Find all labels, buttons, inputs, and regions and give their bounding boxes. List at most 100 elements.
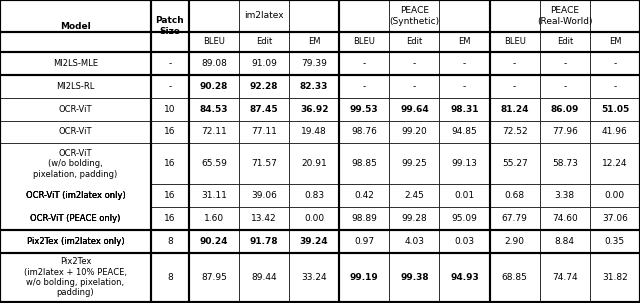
Bar bbox=[440, 230, 490, 253]
Bar bbox=[590, 52, 640, 75]
Text: 20.91: 20.91 bbox=[301, 159, 327, 168]
Bar bbox=[289, 75, 339, 98]
Text: -: - bbox=[363, 82, 366, 91]
Bar bbox=[289, 230, 339, 253]
Bar bbox=[189, 185, 239, 207]
Bar bbox=[289, 52, 339, 75]
Text: 77.96: 77.96 bbox=[552, 128, 578, 136]
Text: 98.85: 98.85 bbox=[351, 159, 377, 168]
Text: Patch
Size: Patch Size bbox=[156, 16, 184, 36]
Bar bbox=[339, 185, 389, 207]
Bar bbox=[239, 32, 289, 52]
Text: 94.93: 94.93 bbox=[450, 273, 479, 282]
Bar bbox=[389, 230, 440, 253]
Bar bbox=[440, 75, 490, 98]
Text: OCR-ViT (PEΑCE only): OCR-ViT (PEΑCE only) bbox=[30, 214, 121, 223]
Text: Edit: Edit bbox=[406, 38, 422, 46]
Bar bbox=[590, 230, 640, 253]
Text: EM: EM bbox=[609, 38, 621, 46]
Text: Pix2Tex
(im2latex + 10% PEΑCE,
w/o bolding, pixelation,
padding): Pix2Tex (im2latex + 10% PEΑCE, w/o boldi… bbox=[24, 257, 127, 298]
Bar bbox=[151, 98, 189, 121]
Bar bbox=[1, 185, 150, 207]
Text: im2latex: im2latex bbox=[244, 11, 284, 20]
Bar bbox=[590, 121, 640, 143]
Bar bbox=[389, 52, 440, 75]
Text: 91.78: 91.78 bbox=[250, 237, 278, 246]
Text: -: - bbox=[513, 82, 516, 91]
Text: 31.11: 31.11 bbox=[201, 191, 227, 200]
Text: OCR-ViT (PEΑCE only): OCR-ViT (PEΑCE only) bbox=[30, 214, 121, 223]
Text: -: - bbox=[363, 59, 366, 68]
Text: 65.59: 65.59 bbox=[201, 159, 227, 168]
Bar bbox=[239, 0, 289, 32]
Text: OCR-ViT: OCR-ViT bbox=[59, 105, 92, 114]
Bar bbox=[339, 98, 389, 121]
Text: 0.01: 0.01 bbox=[454, 191, 475, 200]
Text: 86.09: 86.09 bbox=[550, 105, 579, 114]
Bar bbox=[239, 230, 289, 253]
Bar bbox=[339, 52, 389, 75]
Text: 74.60: 74.60 bbox=[552, 214, 578, 223]
Text: BLEU: BLEU bbox=[504, 38, 525, 46]
Text: 16: 16 bbox=[164, 214, 176, 223]
Text: 84.53: 84.53 bbox=[200, 105, 228, 114]
Bar bbox=[1, 252, 150, 275]
Text: -: - bbox=[513, 59, 516, 68]
Bar bbox=[239, 207, 289, 230]
Text: 99.53: 99.53 bbox=[350, 105, 379, 114]
Bar bbox=[389, 121, 440, 143]
Text: -: - bbox=[563, 82, 566, 91]
Bar bbox=[540, 207, 590, 230]
Text: 33.24: 33.24 bbox=[301, 273, 327, 282]
Text: 87.95: 87.95 bbox=[201, 273, 227, 282]
Text: 12.24: 12.24 bbox=[602, 159, 628, 168]
Bar bbox=[590, 185, 640, 207]
Text: -: - bbox=[613, 59, 616, 68]
Bar bbox=[440, 143, 490, 185]
Text: 0.68: 0.68 bbox=[504, 191, 525, 200]
Text: 13.42: 13.42 bbox=[252, 214, 277, 223]
Bar bbox=[540, 0, 590, 32]
Bar bbox=[389, 0, 440, 32]
Bar bbox=[540, 185, 590, 207]
Bar bbox=[189, 98, 239, 121]
Bar bbox=[289, 32, 339, 52]
Text: 31.82: 31.82 bbox=[602, 273, 628, 282]
Bar bbox=[490, 75, 540, 98]
Bar bbox=[0, 121, 151, 143]
Text: OCR-ViT (PEΑCE only): OCR-ViT (PEΑCE only) bbox=[30, 214, 121, 223]
Text: MI2LS-RL: MI2LS-RL bbox=[56, 82, 95, 91]
Bar bbox=[490, 32, 540, 52]
Bar bbox=[440, 121, 490, 143]
Bar bbox=[189, 121, 239, 143]
Bar bbox=[490, 98, 540, 121]
Bar bbox=[389, 75, 440, 98]
Bar bbox=[151, 253, 189, 302]
Bar bbox=[389, 185, 440, 207]
Text: 37.06: 37.06 bbox=[602, 214, 628, 223]
Text: 1.60: 1.60 bbox=[204, 214, 224, 223]
Text: -: - bbox=[413, 59, 416, 68]
Text: Pix2Tex (im2latex only): Pix2Tex (im2latex only) bbox=[27, 237, 124, 246]
Text: -: - bbox=[168, 59, 172, 68]
Bar bbox=[490, 230, 540, 253]
Bar bbox=[339, 230, 389, 253]
Bar bbox=[289, 143, 339, 185]
Text: -: - bbox=[613, 82, 616, 91]
Bar bbox=[339, 143, 389, 185]
Bar bbox=[189, 207, 239, 230]
Bar bbox=[189, 230, 239, 253]
Bar bbox=[440, 185, 490, 207]
Text: -: - bbox=[463, 59, 466, 68]
Text: 36.92: 36.92 bbox=[300, 105, 328, 114]
Text: OCR-ViT (im2latex only): OCR-ViT (im2latex only) bbox=[26, 191, 125, 200]
Text: 0.42: 0.42 bbox=[355, 191, 374, 200]
Text: MI2LS-MLE: MI2LS-MLE bbox=[53, 59, 98, 68]
Bar bbox=[540, 121, 590, 143]
Text: 99.20: 99.20 bbox=[401, 128, 428, 136]
Text: 74.74: 74.74 bbox=[552, 273, 578, 282]
Bar bbox=[590, 253, 640, 302]
Bar bbox=[151, 185, 189, 207]
Bar bbox=[239, 185, 289, 207]
Text: -: - bbox=[168, 82, 172, 91]
